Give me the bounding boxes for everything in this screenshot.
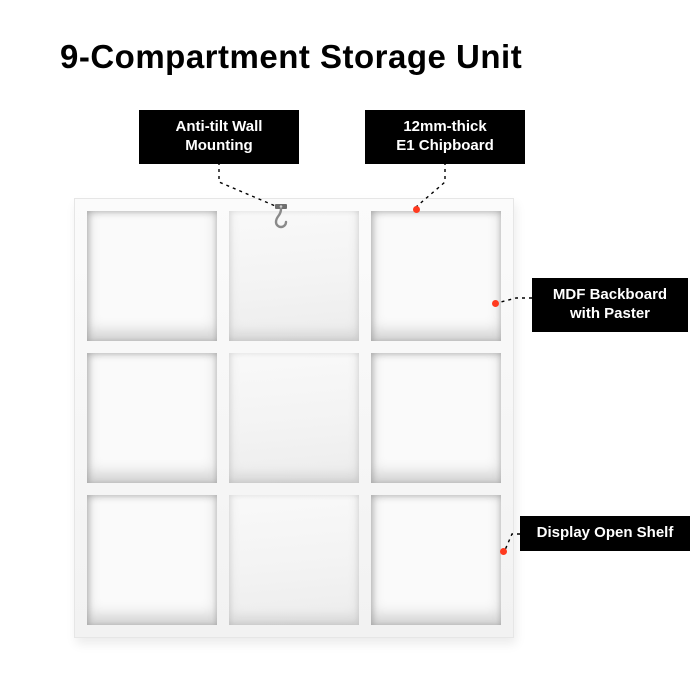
compartment-back bbox=[229, 211, 359, 341]
compartment bbox=[87, 495, 217, 625]
compartment bbox=[87, 353, 217, 483]
callout-chipboard: 12mm-thick E1 Chipboard bbox=[365, 110, 525, 164]
callout-backboard: MDF Backboard with Paster bbox=[532, 278, 688, 332]
compartment-back bbox=[229, 495, 359, 625]
page-title: 9-Compartment Storage Unit bbox=[60, 38, 522, 76]
shelf-grid bbox=[74, 198, 514, 638]
marker-dot bbox=[413, 206, 420, 213]
compartment bbox=[371, 495, 501, 625]
compartment bbox=[87, 211, 217, 341]
marker-dot bbox=[492, 300, 499, 307]
callout-open-shelf: Display Open Shelf bbox=[520, 516, 690, 551]
compartment bbox=[371, 353, 501, 483]
compartment-back bbox=[229, 353, 359, 483]
shelf-unit bbox=[74, 198, 514, 638]
callout-anti-tilt: Anti-tilt Wall Mounting bbox=[139, 110, 299, 164]
wall-mount-hook-icon bbox=[272, 204, 290, 230]
compartment bbox=[371, 211, 501, 341]
marker-dot bbox=[500, 548, 507, 555]
